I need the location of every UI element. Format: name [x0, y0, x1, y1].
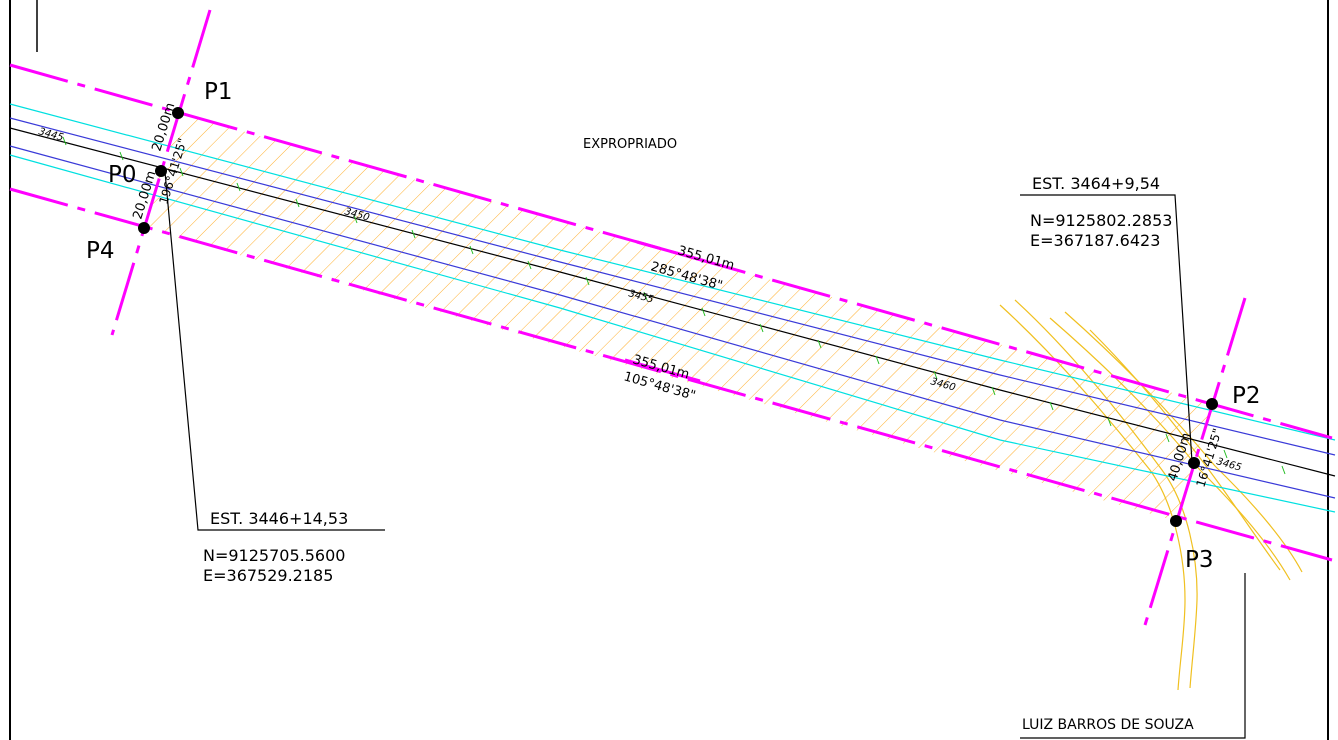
- end-station-east: E=367187.6423: [1030, 231, 1160, 250]
- start-station-north: N=9125705.5600: [203, 546, 345, 565]
- station-3445: 3445: [37, 126, 64, 143]
- lane-line-top: [9, 117, 1336, 456]
- start-station-east: E=367529.2185: [203, 566, 333, 585]
- section-line-right: [1143, 297, 1247, 626]
- point-p-mid-right-marker: [1188, 457, 1200, 469]
- lane-line-bottom: [9, 145, 1336, 499]
- leader-owner: [1020, 573, 1246, 739]
- leader-start-station: [164, 171, 385, 531]
- leader-end-station: [1020, 194, 1193, 463]
- end-station-north: N=9125802.2853: [1030, 211, 1172, 230]
- dimension-mark-bottom: [624, 358, 701, 383]
- road-centerline: [9, 127, 1336, 477]
- point-p1-marker: [172, 107, 184, 119]
- point-p0-marker: [155, 165, 167, 177]
- road-edge-bottom: [9, 154, 1336, 513]
- point-p2-marker: [1206, 398, 1218, 410]
- road-lines: [9, 103, 1336, 513]
- start-station-label: EST. 3446+14,53: [210, 509, 348, 528]
- point-p4-marker: [138, 222, 150, 234]
- point-p3-label: P3: [1185, 547, 1214, 573]
- section-line-left: [110, 9, 212, 336]
- dimension-mark-top: [636, 240, 706, 263]
- point-p2-label: P2: [1232, 383, 1261, 409]
- road-edge-top: [9, 103, 1336, 441]
- point-p0-label: P0: [108, 162, 137, 188]
- point-p4-label: P4: [86, 238, 115, 264]
- boundary-bottom-line: [9, 187, 1333, 562]
- expropriation-area: [144, 113, 1212, 521]
- area-label: EXPROPRIADO: [583, 137, 677, 152]
- point-p1-label: P1: [204, 79, 233, 105]
- survey-points: [138, 107, 1218, 527]
- station-ticks: [62, 136, 1286, 475]
- owner-label: LUIZ BARROS DE SOUZA: [1022, 717, 1194, 733]
- point-p3-marker: [1170, 515, 1182, 527]
- end-station-label: EST. 3464+9,54: [1032, 174, 1160, 193]
